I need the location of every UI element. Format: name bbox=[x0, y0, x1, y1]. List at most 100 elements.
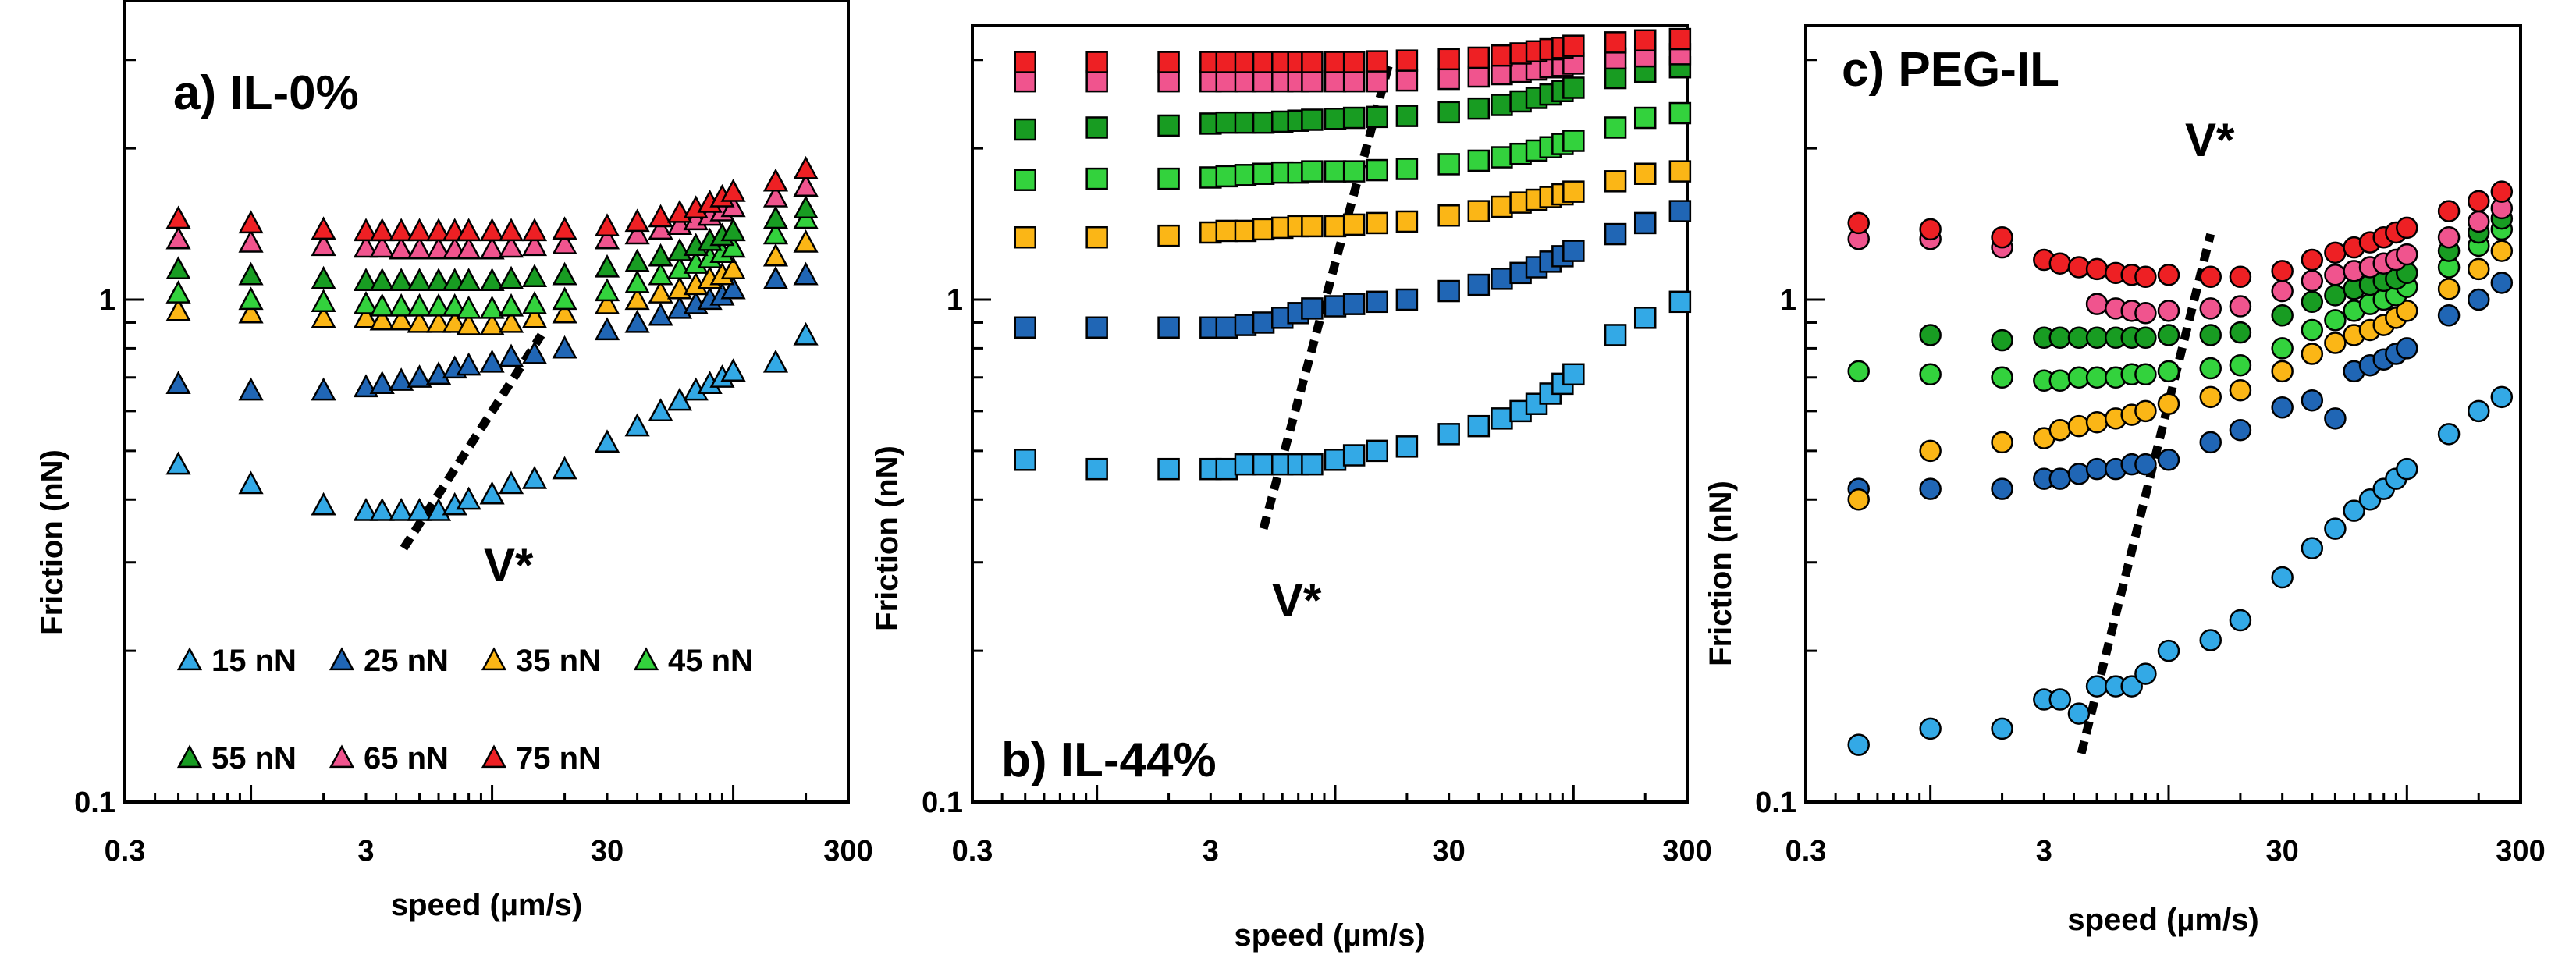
data-point bbox=[1604, 324, 1627, 346]
data-point bbox=[2271, 337, 2294, 360]
data-point bbox=[2271, 260, 2294, 282]
series-45-nn bbox=[165, 205, 819, 319]
data-point bbox=[165, 371, 191, 395]
series-15-nn bbox=[165, 321, 819, 521]
data-point bbox=[238, 286, 264, 311]
series-25-nn bbox=[165, 261, 819, 401]
series-65-nn bbox=[165, 173, 819, 260]
data-point bbox=[1324, 160, 1347, 183]
data-point bbox=[2199, 629, 2222, 651]
data-point bbox=[648, 243, 673, 267]
data-point bbox=[2396, 300, 2418, 322]
x-tick-label: 3 bbox=[2036, 835, 2052, 868]
data-point bbox=[2301, 318, 2324, 342]
data-point bbox=[1157, 51, 1180, 73]
data-point bbox=[1157, 224, 1180, 247]
data-point bbox=[479, 236, 505, 260]
data-point bbox=[2229, 353, 2252, 377]
data-point bbox=[762, 243, 789, 267]
data-point bbox=[2396, 243, 2418, 266]
data-point bbox=[2324, 264, 2347, 286]
data-point bbox=[2301, 290, 2324, 314]
data-point bbox=[369, 268, 395, 292]
data-point bbox=[311, 304, 336, 328]
series-25-nn bbox=[1847, 272, 2514, 500]
data-point bbox=[1014, 225, 1036, 249]
data-point bbox=[389, 268, 414, 292]
data-point bbox=[1395, 288, 1419, 311]
data-point bbox=[2490, 180, 2514, 203]
data-point bbox=[521, 291, 548, 314]
y-axis-label: Friction (nN) bbox=[35, 449, 69, 635]
data-point bbox=[425, 236, 452, 260]
data-point bbox=[1847, 488, 1870, 511]
data-point bbox=[2396, 457, 2418, 481]
data-point bbox=[1633, 29, 1657, 52]
data-point bbox=[1252, 162, 1275, 185]
data-point bbox=[1395, 49, 1419, 72]
x-tick-label: 300 bbox=[1662, 835, 1711, 868]
data-point bbox=[1604, 31, 1627, 54]
data-point bbox=[2467, 257, 2490, 281]
data-point bbox=[165, 280, 191, 304]
data-point bbox=[2271, 566, 2294, 589]
data-point bbox=[1919, 439, 1942, 463]
legend-label: 75 nN bbox=[516, 741, 601, 776]
data-point bbox=[2271, 360, 2294, 383]
data-point bbox=[479, 295, 505, 319]
data-point bbox=[1467, 414, 1491, 438]
data-point bbox=[1252, 311, 1275, 334]
data-point bbox=[1562, 34, 1585, 57]
legend-item: 25 nN bbox=[329, 644, 449, 678]
data-point bbox=[2134, 453, 2157, 476]
data-point bbox=[720, 275, 746, 300]
data-point bbox=[1467, 65, 1491, 88]
data-point bbox=[2157, 264, 2180, 286]
data-point bbox=[1342, 293, 1366, 315]
data-point bbox=[1215, 457, 1238, 481]
data-point bbox=[1085, 225, 1108, 249]
data-point bbox=[2324, 309, 2347, 332]
data-point bbox=[521, 233, 548, 257]
data-point bbox=[479, 268, 505, 292]
data-point bbox=[498, 309, 524, 333]
data-point bbox=[353, 291, 379, 314]
data-point bbox=[2437, 423, 2461, 446]
series-25-nn bbox=[1014, 200, 1692, 339]
data-point bbox=[1324, 215, 1347, 238]
data-point bbox=[311, 233, 336, 257]
data-point bbox=[456, 268, 481, 292]
data-point bbox=[2157, 360, 2180, 383]
legend-item: 15 nN bbox=[176, 644, 297, 678]
data-point bbox=[594, 225, 620, 250]
data-point bbox=[238, 229, 264, 253]
data-point bbox=[1491, 94, 1513, 116]
series-45-nn bbox=[1014, 101, 1692, 191]
legend-marker bbox=[481, 647, 507, 671]
data-point bbox=[762, 168, 789, 192]
data-point bbox=[2271, 396, 2294, 419]
data-point bbox=[1467, 97, 1491, 120]
data-point bbox=[2490, 240, 2514, 262]
data-point bbox=[1919, 218, 1942, 241]
data-point bbox=[456, 486, 481, 510]
data-point bbox=[2157, 639, 2180, 662]
data-point bbox=[165, 256, 191, 280]
panel-label: b) IL-44% bbox=[1001, 733, 1217, 787]
data-point bbox=[2199, 297, 2222, 320]
data-point bbox=[479, 349, 505, 373]
data-point bbox=[1085, 457, 1108, 481]
data-point bbox=[1366, 211, 1389, 235]
data-point bbox=[793, 261, 819, 286]
data-point bbox=[407, 236, 432, 260]
data-point bbox=[1562, 240, 1585, 262]
data-point bbox=[1301, 51, 1324, 73]
data-point bbox=[1252, 453, 1275, 476]
data-point bbox=[479, 481, 505, 505]
data-point bbox=[2467, 288, 2490, 311]
data-point bbox=[1395, 210, 1419, 233]
data-point bbox=[1668, 290, 1692, 314]
data-point bbox=[1157, 316, 1180, 339]
data-point bbox=[353, 497, 379, 521]
data-point bbox=[1991, 717, 2013, 740]
